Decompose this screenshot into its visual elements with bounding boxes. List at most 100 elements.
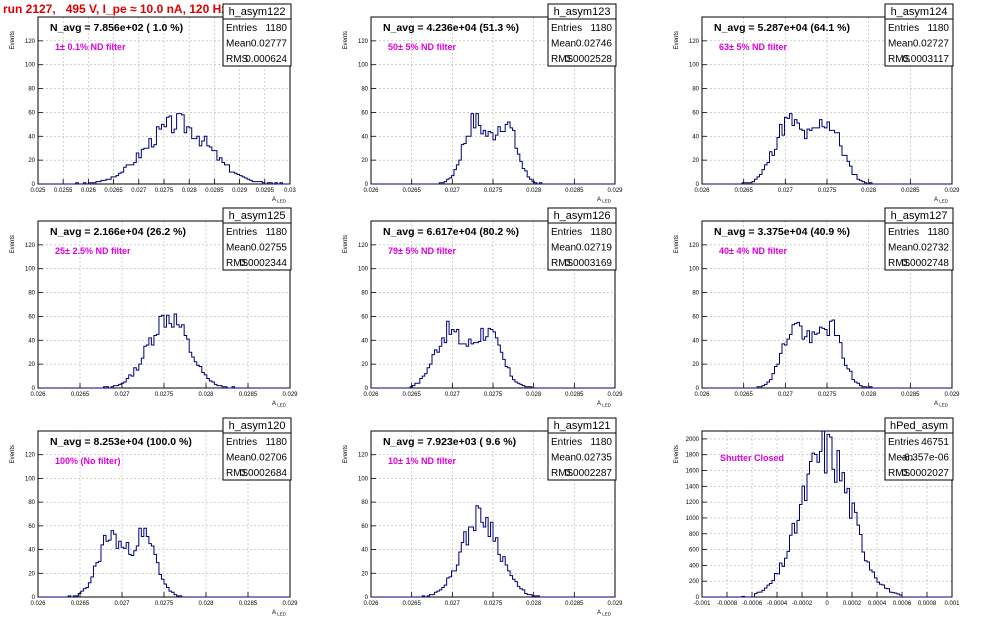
y-tick-label: 80: [361, 291, 368, 297]
y-tick-label: 40: [361, 548, 368, 554]
stats-value: 0.02719: [576, 243, 613, 254]
stats-key: Entries: [226, 227, 257, 238]
stats-value: 0.0003117: [902, 54, 949, 65]
y-tick-label: 100: [25, 267, 36, 273]
x-tick-label: 0.027: [114, 601, 130, 607]
x-tick-label: 0.028: [526, 392, 542, 398]
stats-key: RMS: [551, 258, 574, 269]
stats-hist-name: h_asym124: [891, 6, 948, 18]
x-axis-label: A LED: [272, 610, 287, 617]
histogram-line: [371, 113, 615, 185]
x-tick-label: 0.0275: [484, 601, 503, 607]
x-tick-label: 0.029: [607, 188, 623, 194]
stats-value: 0.0002344: [240, 258, 288, 269]
stats-key: Mean: [226, 243, 251, 254]
y-tick-label: 2000: [686, 437, 700, 443]
x-tick-label: 0.0265: [402, 188, 421, 194]
stats-box: [547, 432, 617, 481]
x-tick-label: 0.0275: [155, 601, 174, 607]
x-tick-label: 0.0285: [205, 188, 224, 194]
y-tick-label: 80: [692, 87, 699, 93]
stats-value: -6.357e-06: [901, 453, 950, 464]
stats-key: Mean: [226, 453, 251, 464]
x-tick-label: 0.025: [30, 188, 46, 194]
stats-value: 0.0002748: [902, 258, 950, 269]
stats-value: 1180: [927, 227, 949, 238]
y-tick-label: 40: [28, 548, 35, 554]
stats-key: Entries: [888, 437, 919, 448]
y-axis-label: Events: [674, 235, 680, 253]
stats-key: Entries: [551, 227, 582, 238]
filter-label: 63± 5% ND filter: [719, 42, 787, 52]
x-tick-label: 0.03: [284, 188, 296, 194]
histogram-pad-h_asym122: 0.025 0.0255 0.026 0.0265 0.027 0.0275 0.028 0.…: [10, 3, 296, 204]
stats-key: RMS: [888, 54, 911, 65]
stats-hist-name: h_asym122: [229, 6, 286, 18]
x-tick-label: 0.028: [198, 392, 214, 398]
stats-value: 1180: [265, 227, 287, 238]
x-tick-label: -0.0006: [742, 601, 763, 607]
stats-key: Mean: [888, 39, 913, 50]
y-axis-label: Events: [343, 235, 349, 253]
stats-key: RMS: [888, 258, 911, 269]
stats-box: [222, 18, 292, 67]
histogram-line: [38, 113, 290, 185]
histogram-pad-h_asym126: 0.026 0.0265 0.027 0.0275 0.028 0.0285 0.029 0 2…: [343, 207, 623, 408]
y-tick-label: 0: [32, 386, 36, 392]
histogram-pad-h_asym123: 0.026 0.0265 0.027 0.0275 0.028 0.0285 0.029 0 2…: [343, 3, 623, 204]
x-tick-label: 0.028: [526, 601, 542, 607]
y-axis-label: Events: [10, 235, 16, 253]
stats-hist-name: hPed_asym: [890, 420, 948, 432]
stats-key: RMS: [226, 468, 249, 479]
y-tick-label: 0: [696, 595, 700, 601]
stats-hist-name: h_asym121: [554, 420, 611, 432]
x-tick-label: 0.0275: [484, 188, 503, 194]
filter-label: 50± 5% ND filter: [388, 42, 456, 52]
y-tick-label: 40: [361, 338, 368, 344]
x-tick-label: 0.0008: [918, 601, 937, 607]
x-tick-label: 0.0265: [402, 601, 421, 607]
stats-value: 0.02777: [251, 39, 288, 50]
y-axis-label: Events: [343, 445, 349, 463]
y-tick-label: 100: [358, 63, 369, 69]
y-tick-label: 100: [358, 267, 369, 273]
stats-value: 0.02735: [576, 453, 613, 464]
stats-value: 1180: [590, 23, 612, 34]
y-tick-label: 120: [358, 243, 369, 249]
stats-box: [547, 18, 617, 67]
y-tick-label: 1600: [686, 469, 700, 475]
stats-box: [884, 222, 954, 271]
stats-key: Mean: [551, 243, 576, 254]
x-tick-label: -0.0004: [767, 601, 788, 607]
x-tick-label: 0.029: [944, 188, 960, 194]
y-tick-label: 0: [32, 182, 36, 188]
n-avg-label: N_avg = 2.166e+04 (26.2 %): [50, 226, 186, 238]
stats-hist-name: h_asym127: [891, 210, 948, 222]
x-tick-label: 0.026: [694, 392, 710, 398]
stats-value: 1180: [265, 23, 287, 34]
x-tick-label: 0.001: [944, 601, 960, 607]
y-tick-label: 20: [361, 362, 368, 368]
x-axis-label: A LED: [272, 197, 287, 204]
stats-value: 0.0002287: [565, 468, 613, 479]
histogram-line: [702, 319, 952, 389]
stats-hist-name: h_asym125: [229, 210, 286, 222]
y-tick-label: 800: [689, 532, 700, 538]
x-tick-label: 0.029: [282, 392, 298, 398]
stats-box: [547, 222, 617, 271]
y-tick-label: 0: [32, 595, 36, 601]
stats-value: 0.02755: [251, 243, 288, 254]
x-tick-label: 0.027: [114, 392, 130, 398]
x-tick-label: 0.027: [445, 601, 461, 607]
histogram-pad-h_asym121: 0.026 0.0265 0.027 0.0275 0.028 0.0285 0.029 0 2…: [343, 417, 623, 617]
n-avg-label: N_avg = 8.253e+04 (100.0 %): [50, 436, 192, 448]
stats-box: [884, 18, 954, 67]
x-tick-label: 0.0285: [239, 601, 258, 607]
x-tick-label: 0.026: [363, 392, 379, 398]
y-axis-label: Events: [343, 31, 349, 49]
n-avg-label: N_avg = 4.236e+04 (51.3 %): [383, 22, 519, 34]
x-axis-label: A LED: [597, 610, 612, 617]
stats-value: 0.0002528: [565, 54, 613, 65]
x-tick-label: 0.026: [30, 392, 46, 398]
